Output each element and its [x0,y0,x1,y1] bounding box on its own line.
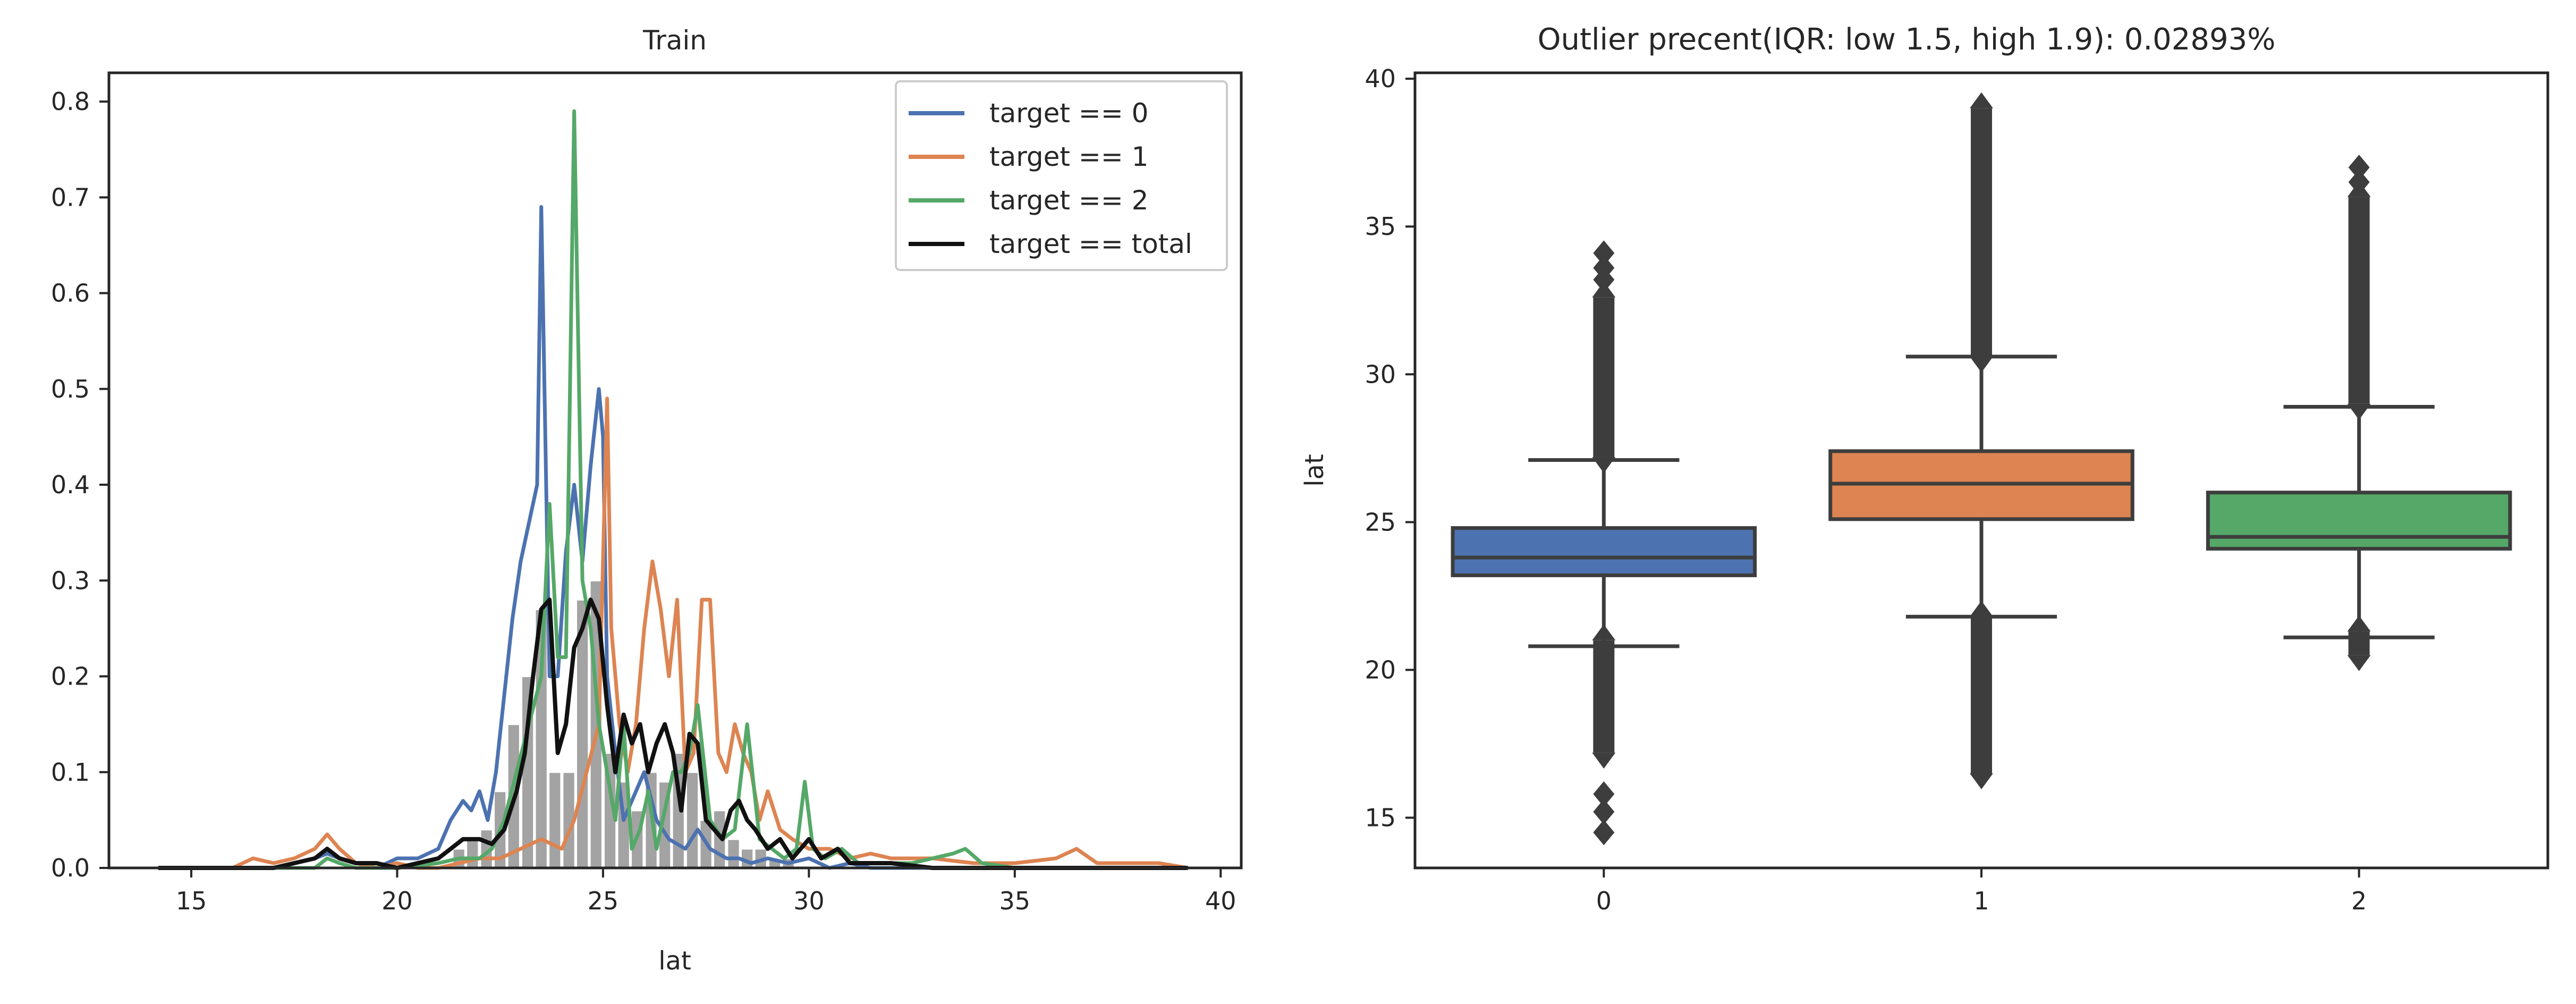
y-axis-label: lat [1300,454,1329,487]
histogram-bar [685,771,700,869]
outliers-low-end [1592,624,1616,640]
box-plots [1451,92,2512,846]
histogram-bar [465,838,480,869]
box-iqr [1451,526,1757,577]
y-tick-label: 30 [1365,360,1396,389]
outlier-point [2348,154,2370,180]
outliers-low [1593,640,1615,753]
box-iqr [2206,491,2512,551]
y-tick-label: 0.4 [51,470,90,499]
legend-label: target == total [989,229,1192,259]
outliers-low-end [2347,615,2371,632]
box-plot-1 [1828,92,2134,790]
x-tick-label: 2 [2351,887,2367,915]
outliers-high-end [2347,403,2371,420]
outlier-point [1593,240,1615,266]
y-tick-label: 25 [1365,508,1396,536]
y-tick-label: 0.5 [51,375,90,403]
outlier-point [1593,255,1615,281]
y-tick-label: 40 [1365,64,1396,93]
outliers-low [2348,631,2370,655]
box-plot-0 [1451,240,1757,846]
y-tick-label: 35 [1365,212,1396,241]
outliers-low [1971,617,1992,774]
y-tick-label: 0.2 [51,662,90,691]
outlier-point [2348,169,2370,195]
x-tick-label: 20 [382,887,413,915]
outliers-high [2348,197,2370,404]
series-line-target-0 [158,205,1015,870]
x-axis-ticks: 15 20 25 30 35 40 [176,868,1236,915]
y-tick-label: 0.0 [51,854,90,882]
histogram-bar [726,838,741,869]
y-tick-label: 0.3 [51,566,90,595]
density-chart: Train 15 20 25 30 35 40 0.0 0.1 0.2 0.3 0.4 0.5 0.6… [51,25,1243,976]
legend-box [895,80,1228,271]
y-tick-label: 0.1 [51,758,90,787]
outliers-low-end [1592,753,1616,769]
legend-items: target == 0 target == 1 target == 2 target … [909,98,1192,259]
x-tick-label: 0 [1596,887,1612,915]
x-tick-label: 40 [1205,887,1236,915]
x-tick-label: 35 [999,887,1031,915]
outlier-point [1593,820,1615,846]
box-plot-2 [2206,154,2512,671]
legend-label: target == 1 [989,141,1148,172]
y-tick-label: 20 [1365,655,1396,684]
box-plot-chart: Outlier precent(IQR: low 1.5, high 1.9):… [1300,22,2549,915]
y-tick-label: 15 [1365,803,1396,832]
outliers-high [1593,297,1615,457]
y-tick-label: 0.7 [51,183,90,212]
outliers-low-end [1970,601,1993,617]
plot-frame [1413,71,2549,870]
x-tick-label: 15 [176,887,207,915]
outliers-high-end [1970,92,1993,108]
legend-label: target == 0 [989,98,1148,129]
outliers-low-end [1970,773,1993,790]
chart-title: Train [642,25,707,56]
legend: target == 0 target == 1 target == 2 target … [895,80,1228,271]
legend-label: target == 2 [989,185,1148,216]
x-axis-label: lat [658,946,691,976]
outliers-high [1971,108,1992,357]
x-tick-label: 25 [588,887,619,915]
outliers-low-end [2347,655,2371,671]
outliers-high-end [1592,457,1616,473]
histogram-bar [548,771,562,869]
outliers-high-end [1970,356,1993,373]
outlier-point [1593,781,1615,807]
y-tick-label: 0.6 [51,279,90,308]
y-axis-ticks: 15 20 25 30 35 40 [1365,64,1415,832]
y-axis-ticks: 0.0 0.1 0.2 0.3 0.4 0.5 0.6 0.7 0.8 [51,87,109,882]
y-tick-label: 0.8 [51,87,90,116]
plot-frame [107,71,1243,870]
chart-title: Outlier precent(IQR: low 1.5, high 1.9):… [1537,22,2275,57]
x-tick-label: 30 [793,887,825,915]
outlier-point [1593,799,1615,825]
x-axis-ticks: 0 1 2 [1596,868,2367,915]
x-tick-label: 1 [1973,887,1989,915]
